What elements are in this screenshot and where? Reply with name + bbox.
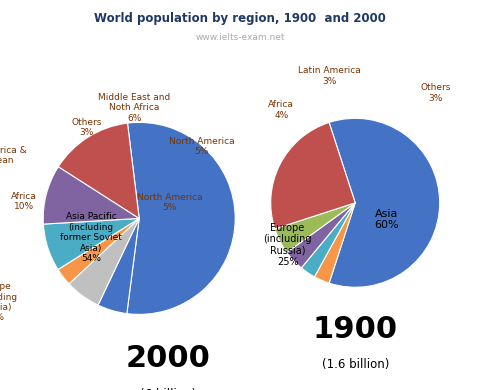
Text: World population by region, 1900  and 2000: World population by region, 1900 and 200… [94,12,386,25]
Text: Asia Pacific
(including
former Soviet
Asia)
54%: Asia Pacific (including former Soviet As… [60,212,122,263]
Wedge shape [98,218,139,314]
Wedge shape [58,218,139,284]
Text: Others
3%: Others 3% [420,83,451,103]
Text: North America
5%: North America 5% [169,137,234,156]
Text: Africa
4%: Africa 4% [268,100,294,120]
Wedge shape [275,203,355,252]
Text: (6 billion): (6 billion) [140,388,196,390]
Text: North America
5%: North America 5% [136,193,202,213]
Text: Africa
10%: Africa 10% [11,192,37,211]
Wedge shape [43,167,139,224]
Text: Europe
(including
Russia)
14%: Europe (including Russia) 14% [0,282,18,323]
Wedge shape [271,122,355,229]
Text: 1900: 1900 [312,315,398,344]
Wedge shape [59,123,139,218]
Text: www.ielts-exam.net: www.ielts-exam.net [195,33,285,42]
Text: Asia
60%: Asia 60% [374,209,399,230]
Wedge shape [43,218,139,269]
Wedge shape [69,218,139,305]
Text: Latin America &
Caribbean
8%: Latin America & Caribbean 8% [0,146,27,176]
Wedge shape [127,122,235,314]
Text: Latin America
3%: Latin America 3% [299,66,361,86]
Text: Europe
(including
Russia)
25%: Europe (including Russia) 25% [264,223,312,268]
Wedge shape [287,203,355,268]
Text: Middle East and
Noth Africa
6%: Middle East and Noth Africa 6% [98,93,170,123]
Wedge shape [314,203,355,283]
Wedge shape [329,118,440,287]
Text: Others
3%: Others 3% [71,117,102,137]
Text: (1.6 billion): (1.6 billion) [322,358,389,370]
Wedge shape [301,203,355,277]
Text: 2000: 2000 [126,344,210,373]
